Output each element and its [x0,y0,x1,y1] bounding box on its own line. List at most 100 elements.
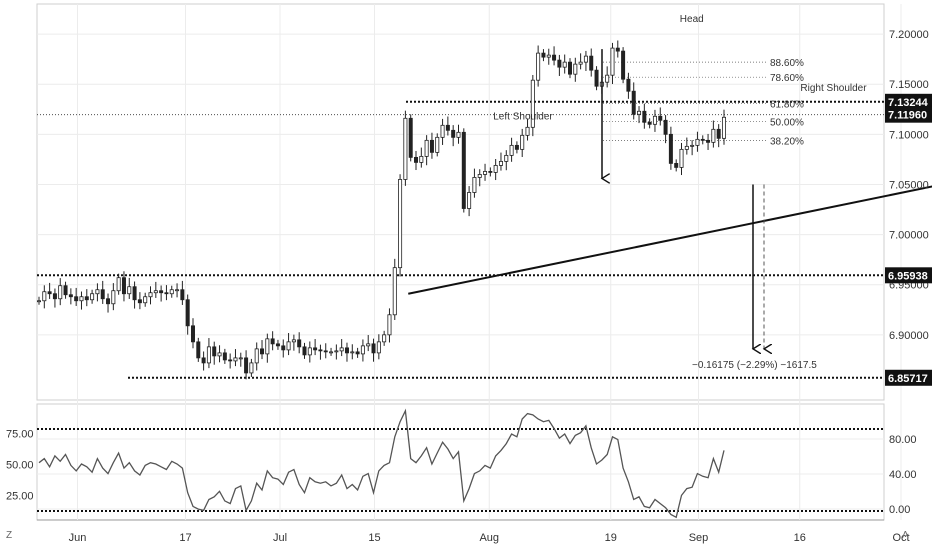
candle-body [169,289,174,295]
x-tick-label: Jul [273,532,287,544]
candle-body [190,325,195,343]
candle-body [525,126,530,136]
candle-body [58,285,63,300]
candle-body [281,345,286,351]
candle-body [568,61,573,75]
candle-body [429,139,434,153]
candle-body [137,299,142,304]
oscillator-left-tick: 50.00 [6,460,34,472]
fib-level-label: 88.60% [770,58,804,69]
candle-body [79,296,84,302]
y-tick-label: 7.20000 [889,29,929,41]
candle-body [493,165,498,173]
candle-body [127,286,132,295]
candle-body [371,343,376,354]
candle-body [520,134,525,150]
price-badge-label: 7.11960 [888,110,927,122]
candle-body [573,63,578,75]
candle-body [37,300,42,303]
candle-body [164,292,169,295]
candle-body [456,131,461,138]
candle-body [631,90,636,115]
x-tick-label: Sep [689,532,709,544]
candle-body [498,160,503,166]
candle-body [557,59,562,68]
candle-body [403,117,408,180]
candle-body [605,74,610,83]
candle-body [185,299,190,327]
candle-body [95,289,100,295]
x-tick-label: Jun [69,532,87,544]
candle-body [387,314,392,336]
candle-body [307,347,312,356]
candle-body [658,115,663,121]
candle-body [90,293,95,301]
candle-body [350,351,355,354]
y-tick-label: 7.05000 [889,179,929,191]
candle-body [408,117,413,158]
candle-body [589,55,594,71]
candle-body [366,343,371,347]
candle-body [244,357,249,374]
candle-body [121,277,126,295]
y-tick-label: 7.10000 [889,129,929,141]
pattern-label: Right Shoulder [800,83,867,94]
candle-body [477,174,482,178]
candle-body [440,124,445,138]
candle-body [116,277,121,292]
oscillator-frame [36,403,885,521]
candle-body [302,346,307,356]
candle-body [206,346,211,364]
price-frame [36,3,885,401]
candle-body [222,352,227,361]
candle-body [695,138,700,146]
candle-body [621,50,626,80]
candle-body [339,347,344,352]
candle-body [47,291,52,295]
oscillator-left-tick: 75.00 [6,428,34,440]
candle-body [180,289,185,301]
oscillator-panel [37,408,884,519]
fib-level-label: 61.80% [770,99,804,110]
x-tick-label: 16 [794,532,806,544]
x-tick-label: 19 [605,532,617,544]
candle-body [153,290,158,294]
x-tick-label: 17 [179,532,191,544]
candle-body [700,138,705,141]
candle-body [652,115,657,125]
candle-body [233,357,238,362]
candle-body [254,348,259,364]
candle-body [249,362,254,374]
candle-body [562,61,567,68]
candle-body [679,148,684,168]
candle-body [175,289,180,292]
candle-body [461,131,466,209]
candle-body [716,128,721,139]
candle-body [275,343,280,347]
candle-body [100,289,105,300]
candle-body [286,341,291,351]
candle-body [684,145,689,150]
candle-body [483,171,488,175]
price-badge-label: 7.13244 [888,97,929,109]
candle-body [398,179,403,269]
oscillator-right-tick: 0.00 [889,504,910,516]
candle-body [111,290,116,305]
candle-body [552,54,557,61]
candle-body [196,341,201,359]
candle-body [488,171,493,173]
x-tick-label: 15 [368,532,380,544]
oscillator-left-tick: 25.00 [6,490,34,502]
price-badge-label: 6.95938 [888,270,928,282]
candle-body [228,359,233,362]
candle-body [615,47,620,52]
y-tick-label: 7.00000 [889,230,929,242]
candle-body [265,338,270,355]
price-badge [885,93,932,110]
candle-body [721,116,726,139]
candle-body [52,293,57,300]
candle-body [68,294,73,298]
gridlines [36,3,902,521]
candle-body [291,339,296,343]
candle-body [637,110,642,115]
